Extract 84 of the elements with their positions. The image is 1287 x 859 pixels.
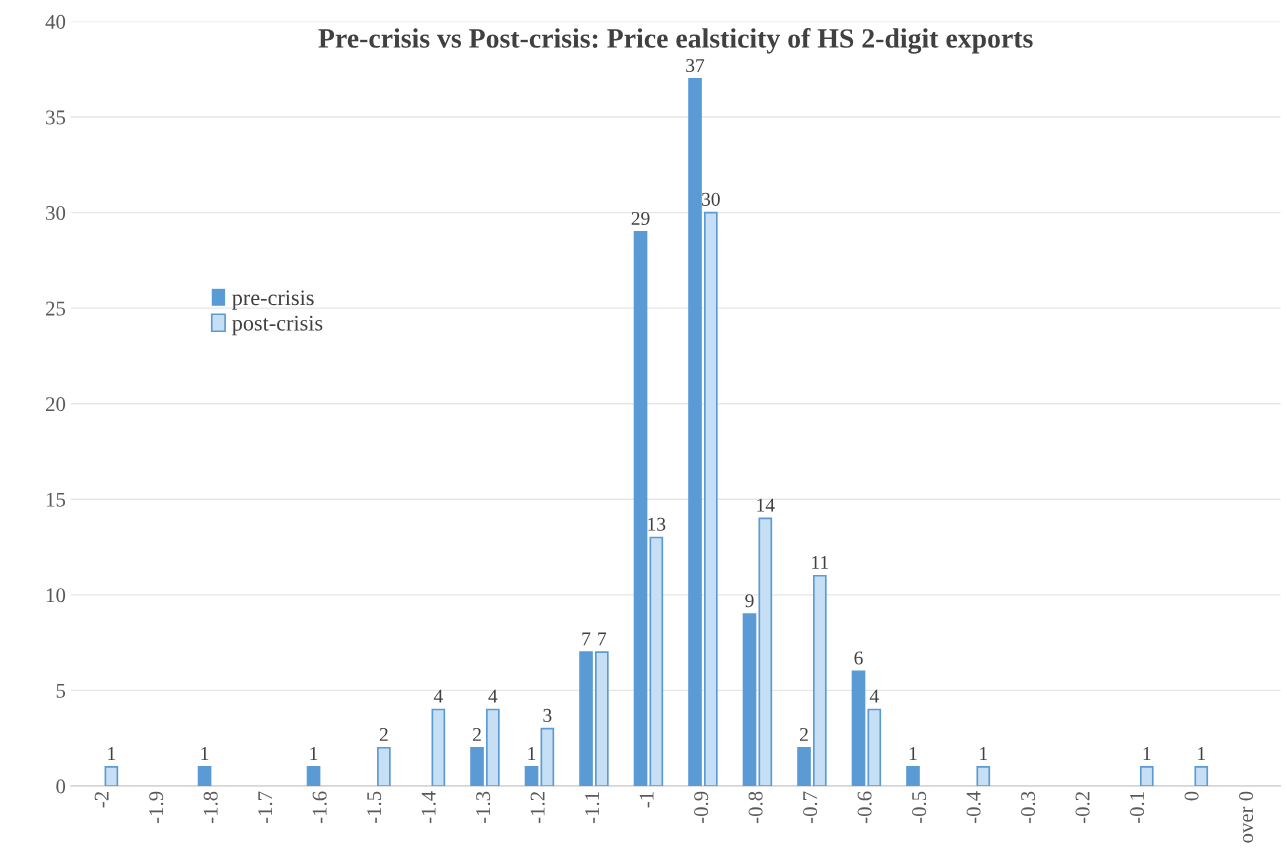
bar	[524, 766, 539, 786]
data-label: 13	[648, 517, 666, 531]
x-tick-label: -1.2	[530, 791, 545, 824]
x-tick-label: -0.2	[1075, 791, 1090, 824]
y-tick-label: 0	[56, 779, 66, 794]
x-tick-label: over 0	[1239, 791, 1254, 843]
bar	[906, 766, 920, 786]
data-label: 1	[108, 747, 116, 760]
bar	[649, 536, 664, 786]
x-tick-label: -1.8	[203, 791, 218, 824]
data-label: 1	[980, 747, 987, 760]
x-tick-label: -1.9	[149, 791, 164, 824]
data-label: 2	[473, 727, 481, 741]
x-tick-label: -0.7	[803, 791, 818, 824]
bar	[797, 746, 811, 786]
data-label: 4	[869, 689, 879, 703]
y-tick-label: 25	[46, 301, 66, 316]
bar	[976, 766, 991, 786]
bar	[1194, 766, 1209, 786]
data-label: 29	[631, 211, 650, 225]
data-label: 1	[201, 747, 209, 760]
bar	[540, 727, 555, 786]
x-tick-label: -1.4	[421, 791, 436, 824]
data-label: 4	[433, 689, 443, 703]
y-tick-label: 20	[46, 397, 66, 412]
x-tick-label: -2	[94, 791, 109, 808]
x-tick-label: -1	[639, 792, 654, 808]
data-label: 7	[582, 632, 591, 646]
data-label: 2	[379, 727, 388, 741]
bar	[377, 746, 391, 786]
x-tick-label: -0.5	[912, 791, 927, 824]
bar	[703, 211, 718, 786]
data-label: 4	[488, 689, 498, 703]
y-tick-label: 35	[46, 110, 66, 125]
y-tick-label: 15	[46, 492, 66, 507]
data-label: 30	[702, 192, 720, 206]
data-label: 1	[909, 747, 917, 760]
data-label: 6	[854, 651, 863, 665]
y-tick-label: 30	[46, 205, 66, 221]
data-label: 1	[310, 747, 318, 760]
chart-title: Pre-crisis vs Post-crisis: Price ealsticity of HS 2-digit exports	[318, 27, 1033, 54]
data-label: 1	[528, 747, 536, 760]
bar	[470, 746, 484, 786]
y-tick-label: 5	[56, 684, 66, 698]
data-label: 2	[800, 727, 808, 741]
data-label: 9	[745, 594, 754, 608]
bar	[306, 766, 321, 786]
x-tick-label: -0.3	[1021, 791, 1036, 824]
bar	[851, 670, 866, 786]
x-tick-label: -1.7	[258, 791, 273, 824]
data-label: 1	[1143, 747, 1151, 760]
data-label: 14	[757, 498, 775, 512]
bar	[104, 766, 119, 786]
data-label: 1	[1198, 747, 1205, 760]
data-label: 11	[812, 555, 828, 569]
bar	[633, 230, 648, 786]
data-label: 3	[543, 708, 552, 722]
legend-label: pre-crisis	[232, 290, 314, 310]
data-label: 7	[598, 632, 607, 646]
x-tick-label: -0.1	[1130, 792, 1145, 824]
x-tick-label: -1.6	[312, 791, 327, 824]
bar	[431, 708, 446, 786]
bar	[812, 574, 827, 786]
x-tick-label: -1.1	[585, 792, 600, 824]
bar	[758, 517, 773, 786]
bar	[742, 613, 757, 786]
bar	[197, 766, 212, 786]
y-tick-label: 40	[45, 14, 66, 29]
x-tick-label: -0.8	[748, 791, 763, 824]
x-tick-label: -0.6	[857, 791, 872, 824]
x-tick-label: 0	[1184, 791, 1199, 801]
legend-label: post-crisis	[232, 315, 323, 336]
data-label: 37	[686, 59, 705, 73]
bar	[579, 651, 593, 786]
x-tick-label: -0.4	[966, 791, 981, 824]
bar	[595, 651, 609, 786]
bar	[688, 77, 702, 786]
bar	[486, 708, 500, 786]
bar	[1139, 766, 1154, 786]
x-tick-label: -1.3	[476, 791, 491, 824]
x-tick-label: -1.5	[367, 791, 382, 824]
bar	[867, 708, 882, 786]
x-tick-label: -0.9	[694, 791, 709, 824]
y-tick-label: 10	[46, 588, 66, 603]
